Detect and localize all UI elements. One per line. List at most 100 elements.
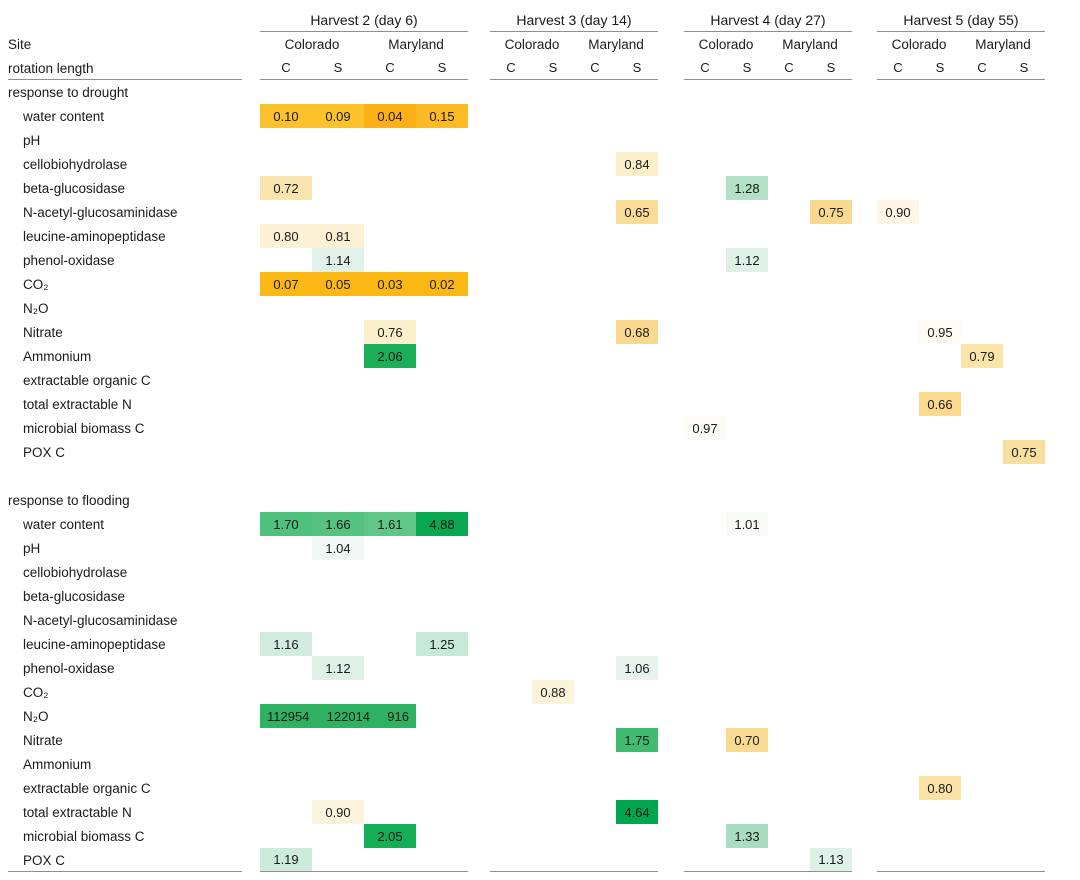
column-gap	[658, 680, 684, 704]
empty-cell	[490, 224, 532, 248]
table-row: water content 0.10 0.09 0.04 0.15	[8, 104, 1080, 128]
empty-cell	[726, 848, 768, 872]
empty-cell	[684, 512, 726, 536]
empty-cell	[1003, 224, 1045, 248]
column-gap	[852, 632, 877, 656]
value-cell: 0.90	[877, 200, 919, 224]
row-label: total extractable N	[23, 804, 132, 820]
empty-cell	[1003, 392, 1045, 416]
empty-cell	[768, 344, 810, 368]
empty-cell	[574, 512, 616, 536]
empty-cell	[768, 680, 810, 704]
column-gap	[658, 536, 684, 560]
empty-cell	[877, 512, 919, 536]
column-gap	[658, 128, 684, 152]
table-row: beta-glucosidase 0.72 1.28	[8, 176, 1080, 200]
empty-cell	[312, 368, 364, 392]
empty-cell	[684, 320, 726, 344]
empty-cell	[919, 176, 961, 200]
column-gap	[658, 560, 684, 584]
harvest-title: Harvest 3 (day 14)	[490, 8, 658, 32]
empty-cell	[312, 824, 364, 848]
empty-cell	[416, 224, 468, 248]
column-gap	[658, 32, 684, 56]
empty-cell	[532, 320, 574, 344]
column-gap	[468, 680, 490, 704]
column-gap	[852, 200, 877, 224]
column-gap	[468, 392, 490, 416]
empty-cell	[260, 536, 312, 560]
empty-cell	[768, 632, 810, 656]
empty-cell	[616, 632, 658, 656]
empty-cell	[574, 728, 616, 752]
column-gap	[658, 176, 684, 200]
empty-cell	[574, 752, 616, 776]
empty-cell	[726, 104, 768, 128]
empty-cell	[616, 824, 658, 848]
rotation-col-label: S	[1003, 56, 1045, 80]
column-gap	[468, 632, 490, 656]
table-row: N₂O 112954 122014 916	[8, 704, 1080, 728]
value-cell: 0.97	[684, 416, 726, 440]
site-label: Colorado	[698, 36, 754, 52]
empty-cell	[532, 656, 574, 680]
column-gap	[852, 752, 877, 776]
section-spacer	[8, 464, 1080, 488]
column-gap	[852, 128, 877, 152]
empty-cell	[810, 776, 852, 800]
empty-cell	[768, 800, 810, 824]
empty-cell	[877, 128, 919, 152]
empty-cell	[961, 200, 1003, 224]
empty-cell	[532, 200, 574, 224]
empty-cell	[961, 632, 1003, 656]
column-gap	[852, 824, 877, 848]
column-gap	[852, 248, 877, 272]
empty-cell	[312, 152, 364, 176]
empty-cell	[919, 224, 961, 248]
empty-cell	[532, 176, 574, 200]
empty-cell	[919, 800, 961, 824]
empty-cell	[532, 848, 574, 872]
column-gap	[468, 272, 490, 296]
value-cell: 1.04	[312, 536, 364, 560]
empty-cell	[684, 560, 726, 584]
empty-cell	[1003, 776, 1045, 800]
empty-cell	[1003, 824, 1045, 848]
empty-cell	[532, 272, 574, 296]
empty-cell	[312, 776, 364, 800]
empty-cell	[810, 176, 852, 200]
empty-cell	[810, 296, 852, 320]
merged-value: 916	[387, 708, 409, 724]
table-row: water content 1.70 1.66 1.61 4.88 1.01	[8, 512, 1080, 536]
empty-cell	[684, 296, 726, 320]
empty-cell	[919, 608, 961, 632]
empty-cell	[684, 104, 726, 128]
column-gap	[658, 272, 684, 296]
row-label: Nitrate	[23, 324, 63, 340]
empty-cell	[260, 296, 312, 320]
empty-cell	[312, 344, 364, 368]
empty-cell	[312, 128, 364, 152]
empty-cell	[490, 440, 532, 464]
empty-cell	[1003, 608, 1045, 632]
empty-cell	[490, 704, 532, 728]
empty-cell	[364, 128, 416, 152]
empty-cell	[532, 800, 574, 824]
empty-cell	[616, 248, 658, 272]
column-gap	[852, 272, 877, 296]
empty-cell	[1003, 104, 1045, 128]
empty-cell	[416, 608, 468, 632]
rotation-col-label: C	[961, 56, 1003, 80]
table-row: POX C 1.19 1.13	[8, 848, 1080, 872]
empty-cell	[260, 728, 312, 752]
empty-cell	[768, 752, 810, 776]
empty-cell	[726, 392, 768, 416]
empty-cell	[574, 632, 616, 656]
table-row: extractable organic C	[8, 368, 1080, 392]
table-row: N-acetyl-glucosaminidase 0.65 0.75 0.90	[8, 200, 1080, 224]
column-gap	[468, 848, 490, 872]
empty-cell	[810, 368, 852, 392]
empty-cell	[532, 632, 574, 656]
empty-cell	[684, 152, 726, 176]
empty-cell	[1003, 248, 1045, 272]
